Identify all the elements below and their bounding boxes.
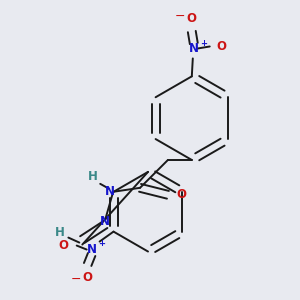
Text: O: O xyxy=(82,271,93,284)
Text: O: O xyxy=(59,239,69,252)
Text: O: O xyxy=(217,40,227,53)
Text: O: O xyxy=(187,12,197,25)
Text: N: N xyxy=(87,243,97,256)
Text: N: N xyxy=(105,185,115,198)
Text: −: − xyxy=(175,10,185,23)
Text: +: + xyxy=(200,39,207,48)
Text: H: H xyxy=(88,170,98,183)
Text: N: N xyxy=(189,42,199,55)
Text: N: N xyxy=(100,215,110,228)
Text: O: O xyxy=(177,188,187,201)
Text: −: − xyxy=(70,273,81,286)
Text: H: H xyxy=(55,226,64,239)
Text: +: + xyxy=(98,239,105,248)
